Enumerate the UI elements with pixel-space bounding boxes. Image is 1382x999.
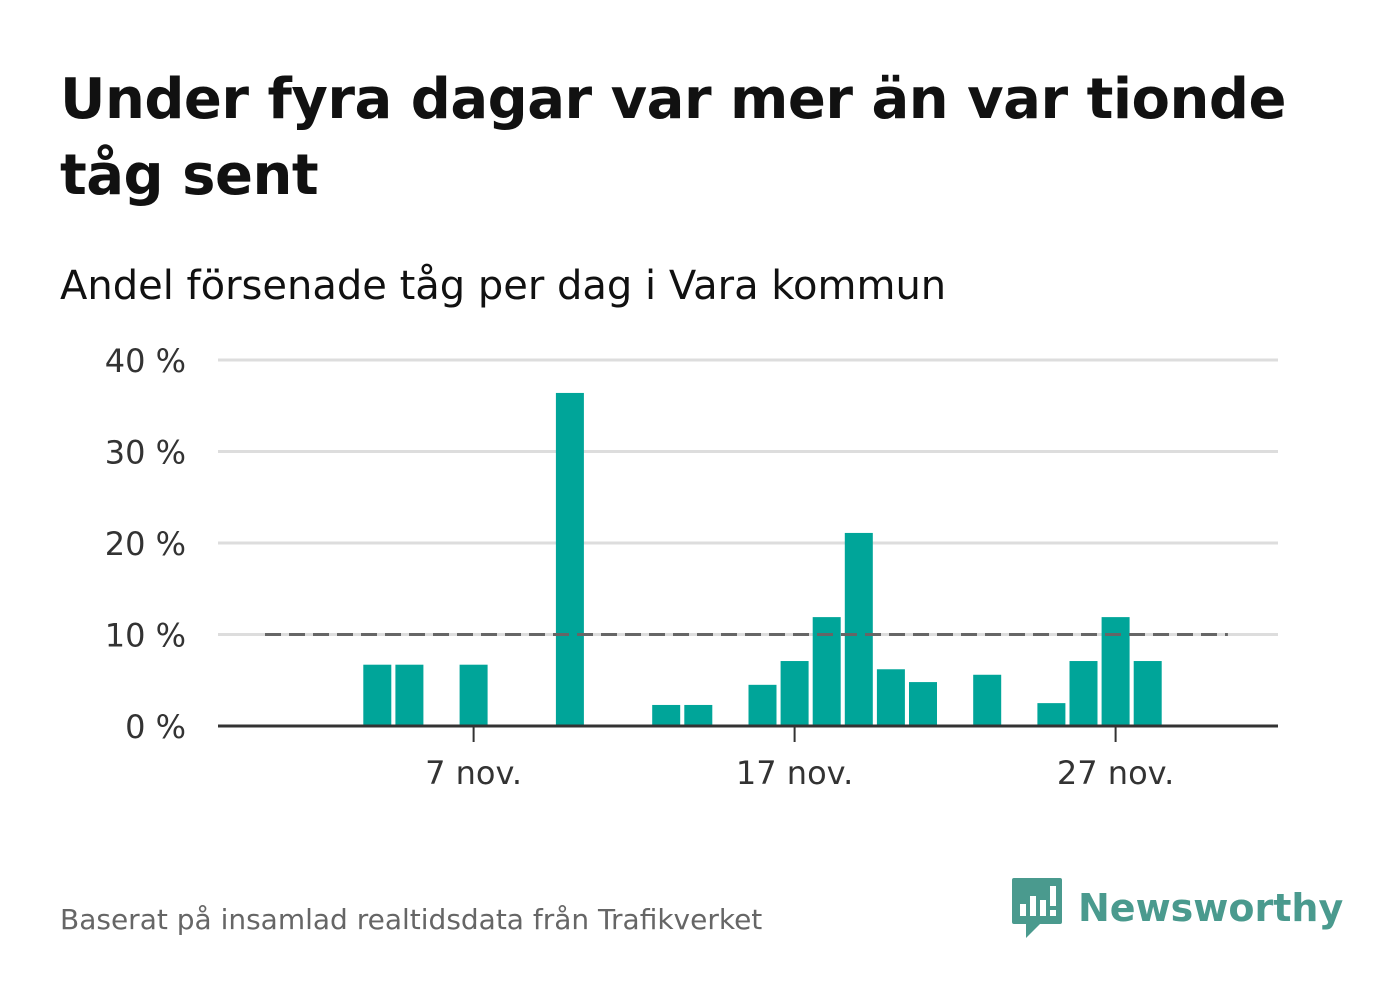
brand-name: Newsworthy — [1078, 886, 1344, 930]
y-tick-label: 40 % — [105, 342, 186, 380]
bar — [973, 674, 1002, 726]
x-tick-label: 7 nov. — [425, 754, 522, 792]
chart-title: Under fyra dagar var mer än var tionde t… — [60, 67, 1286, 208]
bar — [748, 684, 777, 726]
bar — [652, 704, 681, 726]
y-tick-label: 0 % — [125, 708, 186, 746]
source-note: Baserat på insamlad realtidsdata från Tr… — [60, 903, 763, 936]
bar — [909, 682, 937, 726]
y-tick-label: 30 % — [105, 434, 186, 472]
bar — [1069, 661, 1098, 726]
bar — [780, 661, 809, 726]
brand-logo-group: Newsworthy — [1010, 876, 1343, 940]
bar — [1037, 703, 1066, 726]
y-tick-label: 10 % — [105, 617, 186, 655]
gridlines — [218, 358, 1278, 636]
y-tick-label: 20 % — [105, 525, 186, 563]
bar — [363, 664, 392, 726]
bar — [555, 392, 584, 726]
x-axis — [218, 724, 1278, 742]
bar — [876, 669, 905, 726]
bar — [1133, 661, 1162, 726]
bar — [684, 704, 713, 726]
chart-subtitle: Andel försenade tåg per dag i Vara kommu… — [60, 263, 947, 309]
bar — [459, 664, 488, 726]
bars — [363, 392, 1162, 726]
newsworthy-logo-icon — [1012, 878, 1062, 938]
x-tick-label: 27 nov. — [1057, 754, 1174, 792]
x-tick-label: 17 nov. — [736, 754, 853, 792]
bar — [395, 664, 424, 726]
x-axis-tick-labels: 7 nov. 17 nov. 27 nov. — [425, 754, 1174, 792]
bar — [844, 532, 873, 726]
y-axis-tick-labels: 0 % 10 % 20 % 30 % 40 % — [105, 342, 186, 746]
